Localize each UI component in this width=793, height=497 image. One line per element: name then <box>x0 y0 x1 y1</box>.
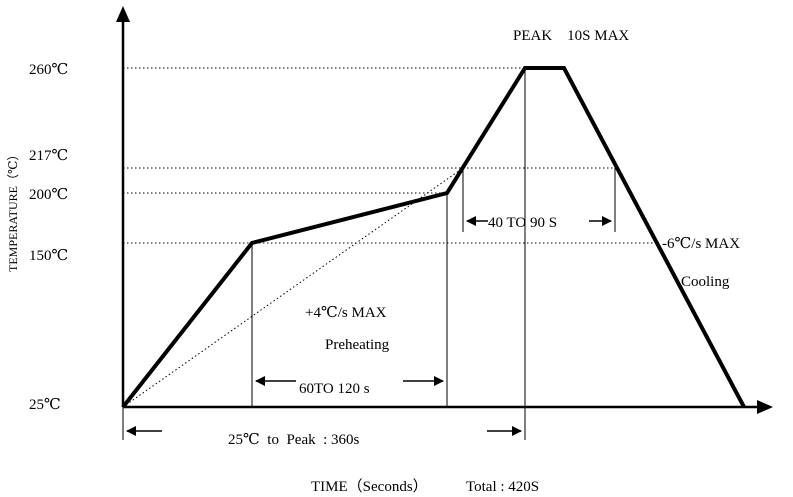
y-tick-217: 217℃ <box>29 148 68 164</box>
preheat-rate-label: +4℃/s MAX <box>305 305 387 321</box>
peak-label: PEAK 10S MAX <box>513 28 629 44</box>
x-axis-arrow-icon <box>757 400 773 414</box>
cool-rate-label: -6℃/s MAX <box>662 236 740 252</box>
y-tick-200: 200℃ <box>29 187 68 203</box>
profile-line-series <box>121 66 746 409</box>
y-tick-150: 150℃ <box>29 248 68 264</box>
x-axis-total-label: Total : 420S <box>466 479 539 495</box>
y-axis-label: TEMPERATURE（℃） <box>6 149 20 272</box>
y-tick-25: 25℃ <box>29 397 61 413</box>
to-peak-label: 25℃ to Peak : 360s <box>228 432 360 448</box>
preheat-window-label: 60TO 120 s <box>299 381 370 397</box>
y-tick-260: 260℃ <box>29 62 68 78</box>
reflow-window-label: 40 TO 90 S <box>488 215 557 231</box>
y-axis-arrow-icon <box>116 6 130 22</box>
cool-label: Cooling <box>681 274 730 290</box>
x-axis-label: TIME（Seconds） <box>311 478 428 495</box>
reference-ramp-line <box>122 167 464 408</box>
preheat-label: Preheating <box>325 337 390 353</box>
